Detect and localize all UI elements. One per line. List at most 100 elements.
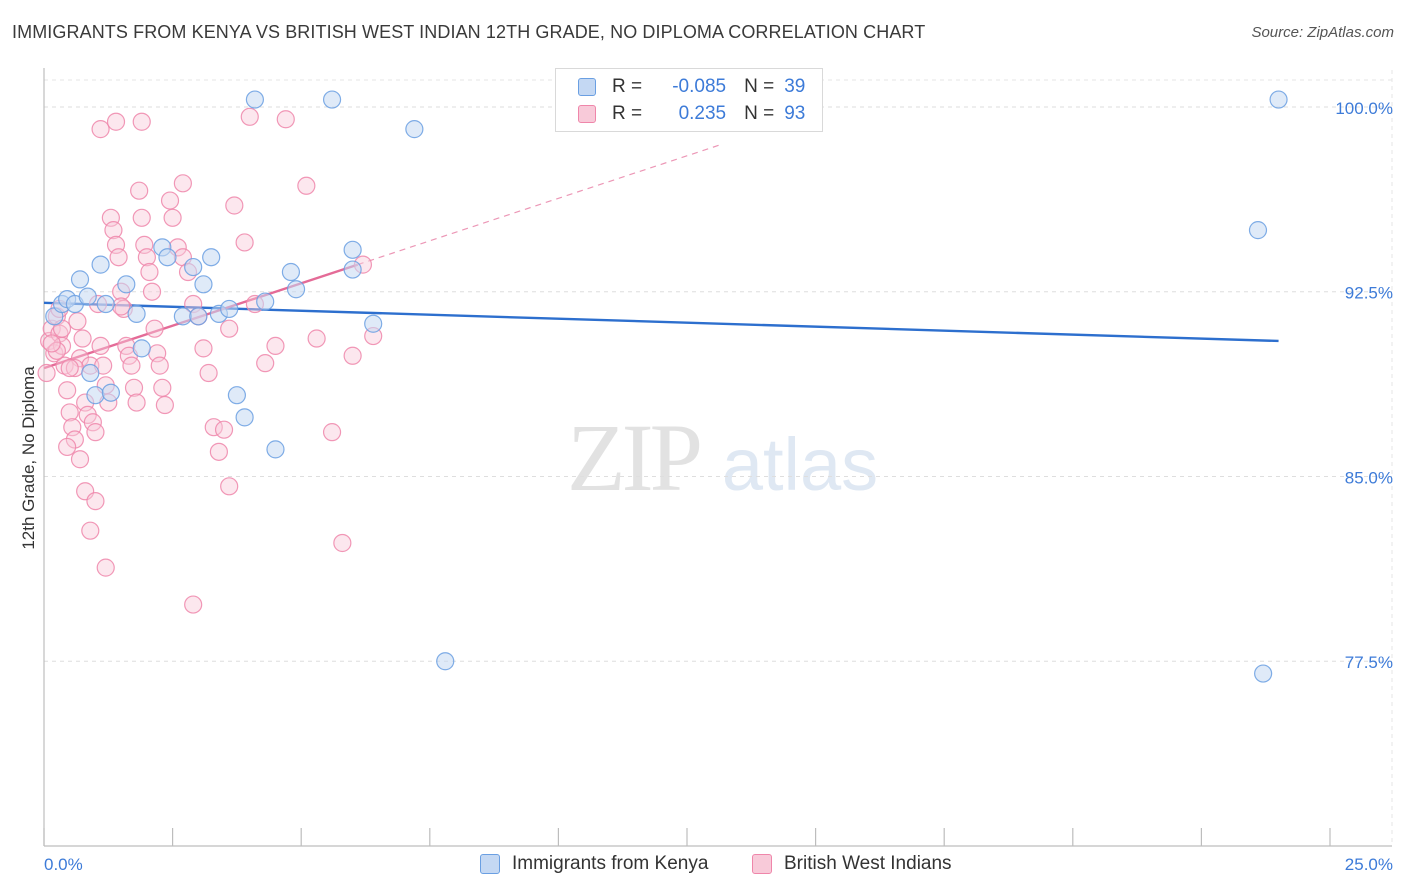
source-label: Source: ZipAtlas.com xyxy=(1251,24,1394,41)
bwi-point xyxy=(266,336,285,356)
bwi-point xyxy=(199,363,218,383)
kenya-point xyxy=(78,287,97,306)
correlation-legend: R = -0.085 N = 39 R = 0.235 N = 93 xyxy=(555,68,823,132)
axes xyxy=(43,68,1392,847)
bwi-point xyxy=(276,110,295,129)
kenya-point xyxy=(1269,90,1288,109)
bwi-point xyxy=(160,191,180,210)
legend-r-label: R = xyxy=(612,103,643,124)
watermark-atlas: atlas xyxy=(722,423,878,506)
bwi-point xyxy=(163,208,182,227)
bwi-point xyxy=(60,358,79,378)
kenya-point xyxy=(117,275,136,294)
y-tick-label: 92.5% xyxy=(1345,284,1393,303)
bwi-point xyxy=(155,395,174,415)
bwi-point xyxy=(220,319,239,338)
bwi-point xyxy=(91,120,110,139)
y-tick-label: 100.0% xyxy=(1335,99,1393,118)
bwi-point xyxy=(127,393,146,412)
bwi-point xyxy=(256,354,275,373)
bottom-legend-label: Immigrants from Kenya xyxy=(512,853,709,874)
bwi-point xyxy=(153,378,172,397)
bwi-point xyxy=(173,174,192,193)
kenya-point xyxy=(1254,664,1273,683)
bwi-point xyxy=(81,521,100,540)
bwi-point xyxy=(194,339,213,358)
kenya-point xyxy=(86,386,105,405)
y-tick-label: 77.5% xyxy=(1345,653,1393,672)
bwi-trendline xyxy=(357,143,724,266)
kenya-point xyxy=(132,339,151,358)
watermark-zip: ZIP xyxy=(567,404,700,511)
bwi-point xyxy=(297,176,316,195)
bottom-legend-label: British West Indians xyxy=(784,853,952,874)
legend-swatch-pink xyxy=(578,105,596,123)
bwi-point xyxy=(86,492,105,511)
x-tick-label-max: 25.0% xyxy=(1345,855,1393,874)
kenya-point xyxy=(194,275,213,294)
bwi-point xyxy=(132,208,151,227)
kenya-trendline xyxy=(43,301,1279,343)
legend-n-value: 93 xyxy=(784,103,806,124)
bwi-point xyxy=(220,477,239,496)
bwi-point xyxy=(68,312,87,331)
bwi-point xyxy=(214,420,234,439)
legend-n-value: 39 xyxy=(784,76,806,97)
bwi-point xyxy=(307,329,326,348)
bwi-point xyxy=(112,297,131,316)
bwi-point xyxy=(58,437,77,457)
bwi-point xyxy=(109,248,128,267)
bottom-legend-swatch-blue xyxy=(480,854,500,874)
bwi-point xyxy=(140,262,159,282)
chart-title: IMMIGRANTS FROM KENYA VS BRITISH WEST IN… xyxy=(12,22,926,42)
legend-row-bwi: R = 0.235 N = 93 xyxy=(578,101,805,127)
kenya-point xyxy=(101,383,120,402)
bwi-point xyxy=(104,221,123,240)
kenya-point xyxy=(173,307,192,326)
legend-r-value: -0.085 xyxy=(672,76,727,97)
bwi-point xyxy=(130,181,149,200)
bwi-point xyxy=(60,403,79,422)
bwi-point xyxy=(333,533,352,553)
legend-r-value: 0.235 xyxy=(678,103,727,124)
bwi-point xyxy=(37,363,56,383)
bwi-point xyxy=(122,356,141,375)
bwi-point xyxy=(58,381,77,400)
kenya-point xyxy=(91,255,110,274)
kenya-point xyxy=(227,386,246,405)
kenya-point xyxy=(281,262,301,282)
kenya-point xyxy=(343,240,362,259)
bwi-point xyxy=(343,346,362,365)
bwi-point xyxy=(65,430,84,449)
bwi-point xyxy=(96,558,115,577)
kenya-point xyxy=(256,292,275,311)
legend-swatch-blue xyxy=(578,78,596,96)
bwi-point xyxy=(150,356,169,375)
kenya-point xyxy=(322,90,342,109)
kenya-point xyxy=(202,248,221,267)
data-points xyxy=(37,90,1288,683)
legend-n-label: N = xyxy=(744,103,775,124)
bottom-legend-swatch-pink xyxy=(752,854,772,874)
gridlines xyxy=(44,70,1393,846)
kenya-point xyxy=(158,248,177,267)
bwi-point xyxy=(91,336,110,356)
bwi-point xyxy=(322,423,342,442)
bwi-point xyxy=(225,196,244,215)
kenya-point xyxy=(364,314,383,333)
bwi-point xyxy=(70,450,90,469)
kenya-point xyxy=(245,90,265,109)
bwi-point xyxy=(209,442,228,461)
kenya-point xyxy=(405,120,424,139)
kenya-point xyxy=(184,257,203,277)
bwi-point xyxy=(106,112,126,131)
kenya-point xyxy=(1248,221,1268,240)
bwi-point xyxy=(42,334,61,353)
kenya-point xyxy=(286,280,306,299)
bottom-legend-bwi: British West Indians xyxy=(752,850,952,878)
bwi-point xyxy=(145,319,164,338)
bwi-point xyxy=(142,282,162,301)
kenya-point xyxy=(235,408,254,427)
x-tick-labels: 0.0% 25.0% xyxy=(44,855,1393,874)
